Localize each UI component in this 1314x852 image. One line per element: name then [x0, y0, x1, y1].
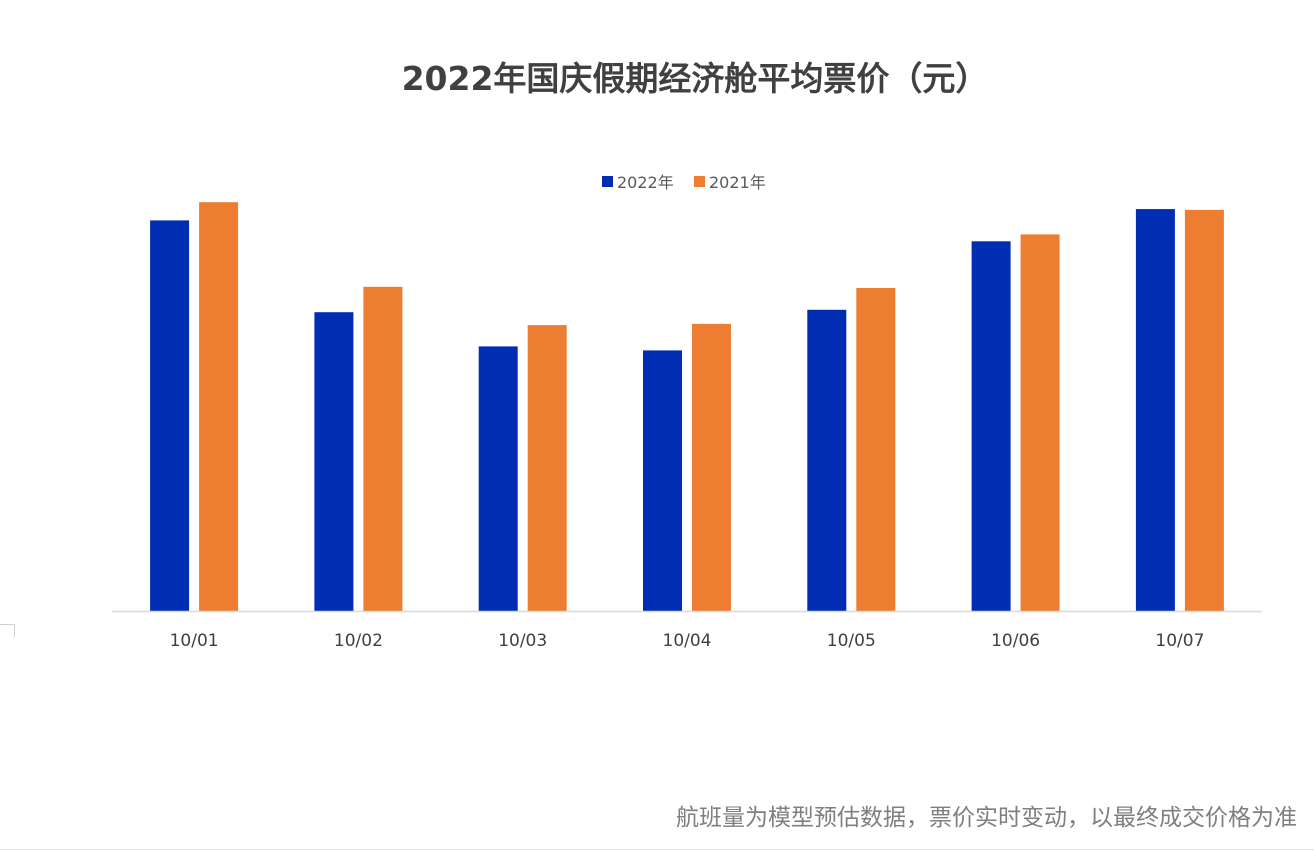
- x-tick-label: 10/03: [498, 631, 547, 651]
- legend-swatch-0: [602, 176, 613, 187]
- bottom-edge-line: [0, 849, 1314, 850]
- bar-10-01-series-0: [150, 220, 190, 611]
- bar-10-06-series-0: [971, 241, 1011, 612]
- bar-10-02-series-0: [314, 312, 354, 611]
- legend: 2022年 2021年: [602, 173, 766, 192]
- x-tick-label: 10/02: [334, 631, 383, 651]
- x-tick-label: 10/05: [827, 631, 876, 651]
- legend-swatch-1: [694, 176, 705, 187]
- bar-10-03-series-1: [527, 325, 567, 611]
- bar-10-05-series-1: [856, 288, 896, 611]
- bar-10-07-series-1: [1184, 209, 1224, 611]
- bars: [150, 202, 1224, 612]
- bar-10-02-series-1: [363, 286, 403, 611]
- chart-title: 2022年国庆假期经济舱平均票价（元）: [402, 59, 989, 98]
- bar-10-06-series-1: [1020, 234, 1060, 611]
- x-tick-label: 10/04: [663, 631, 712, 651]
- bar-10-01-series-1: [199, 202, 239, 611]
- bar-10-07-series-0: [1135, 209, 1175, 611]
- legend-label-1: 2021年: [709, 173, 766, 192]
- left-edge-mark: [0, 624, 15, 637]
- bar-10-03-series-0: [478, 346, 518, 611]
- bar-10-04-series-0: [643, 350, 682, 611]
- x-tick-label: 10/06: [991, 631, 1040, 651]
- footnote: 航班量为模型预估数据，票价实时变动，以最终成交价格为准: [676, 805, 1297, 831]
- bar-10-04-series-1: [692, 323, 731, 611]
- x-axis-tick-labels: 10/01 10/02 10/03 10/04 10/05 10/06 10/07: [170, 631, 1205, 651]
- x-tick-label: 10/01: [170, 631, 219, 651]
- x-tick-label: 10/07: [1155, 631, 1204, 651]
- bar-10-05-series-0: [807, 309, 847, 611]
- legend-label-0: 2022年: [617, 173, 674, 192]
